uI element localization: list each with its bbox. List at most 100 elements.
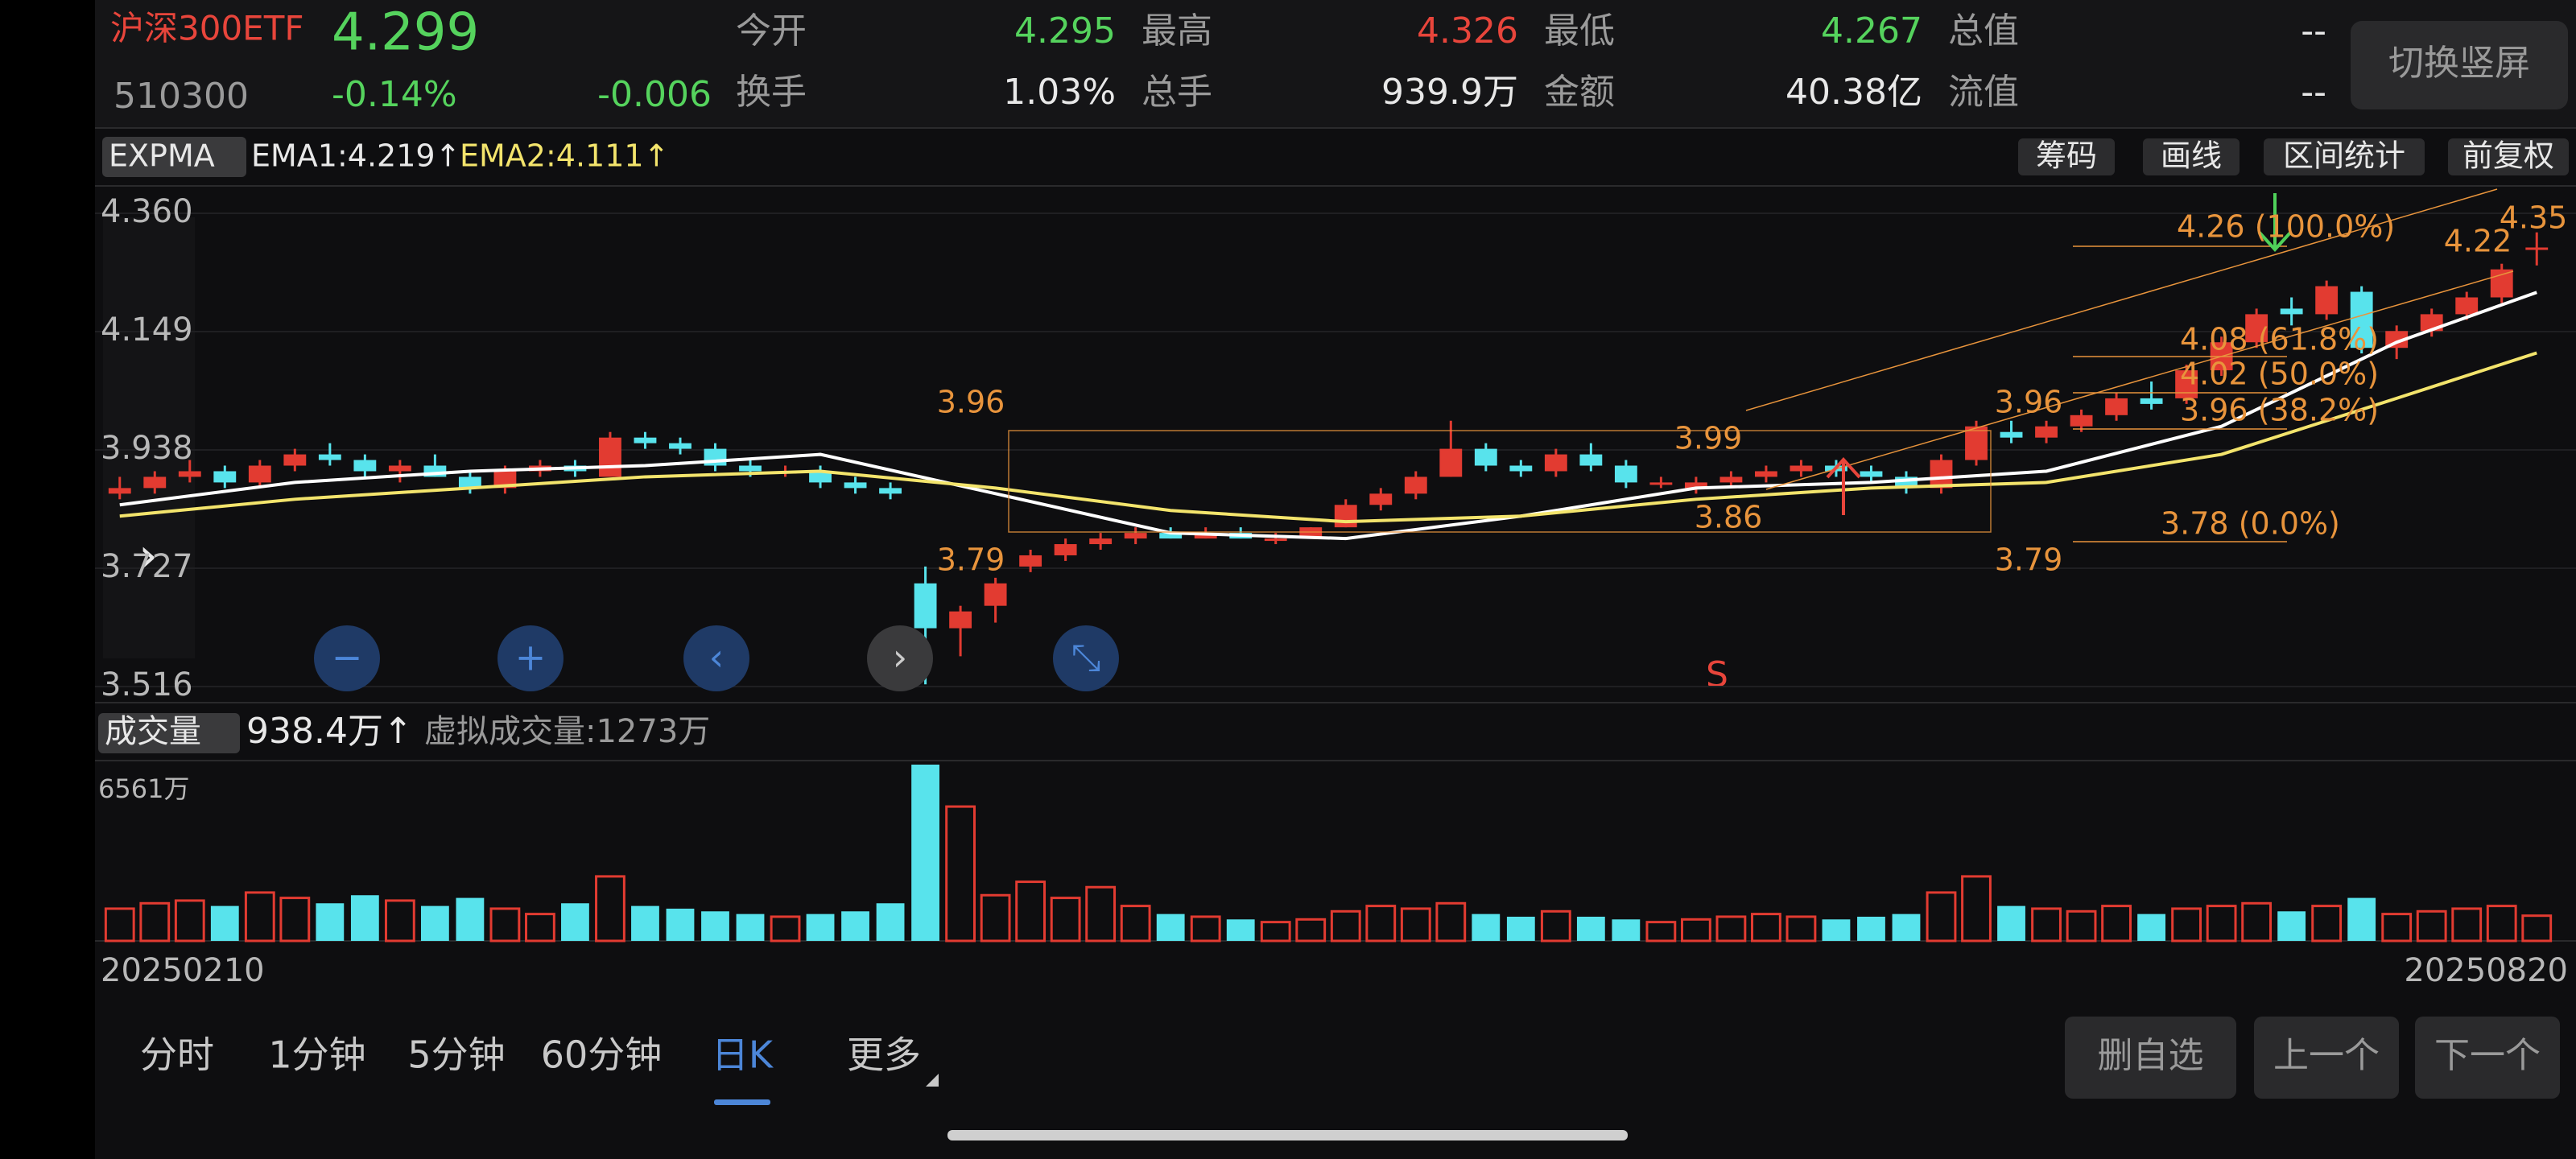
volume-bar — [1892, 914, 1921, 941]
candle-body — [2315, 286, 2339, 315]
candle-body — [2140, 398, 2163, 404]
stat-value: 4.326 — [1417, 10, 1518, 52]
tab[interactable]: 1分钟 — [268, 1033, 365, 1077]
volume-tick-label: 6561万 — [98, 773, 189, 804]
tool-button[interactable] — [2448, 138, 2569, 175]
tab[interactable]: 5分钟 — [407, 1033, 505, 1077]
volume-bar — [841, 911, 869, 941]
last-price: 4.299 — [332, 3, 479, 63]
nav-icon: › — [893, 636, 907, 679]
switch-button[interactable] — [2351, 21, 2568, 109]
volume-bar — [489, 907, 521, 942]
stat-label: 总手 — [1141, 72, 1212, 113]
stat-value: 4.267 — [1821, 10, 1922, 52]
candle-body — [178, 471, 201, 477]
volume-bar — [1085, 885, 1117, 942]
volume-bar — [1751, 913, 1781, 942]
volume-select[interactable] — [98, 713, 240, 753]
volume-bar — [595, 875, 625, 942]
volume-bar — [350, 895, 379, 941]
volume-bar — [2521, 914, 2553, 942]
volume-bar — [806, 914, 835, 941]
expand-arrow[interactable]: › — [138, 528, 158, 584]
annotation: 4.26 (100.0%) — [2177, 209, 2395, 245]
candle-body — [984, 583, 1007, 606]
volume-bar — [1612, 919, 1641, 941]
stock-code: 510300 — [114, 76, 249, 117]
volume-bar — [701, 911, 729, 941]
candle-body — [844, 482, 867, 489]
candle-body — [353, 460, 377, 472]
candle-body — [1159, 533, 1183, 539]
volume-bar — [2486, 905, 2517, 942]
annotation: 3.79 — [1995, 542, 2063, 578]
stat-label: 总值 — [1948, 10, 2019, 52]
volume-bar — [1400, 907, 1431, 942]
candle-body — [1439, 448, 1463, 477]
annotation: 4.08 (61.8%) — [2180, 322, 2379, 357]
action-button[interactable] — [2415, 1017, 2560, 1099]
candle-body — [2525, 247, 2549, 250]
volume-bar — [1472, 914, 1501, 941]
nav-button[interactable] — [867, 625, 933, 691]
volume-bar — [1997, 905, 2025, 941]
candle-body — [949, 611, 972, 629]
volume-bar — [456, 897, 485, 941]
volume-bar — [1680, 918, 1711, 942]
stat-value: 1.03% — [1003, 72, 1116, 113]
more-caret — [926, 1074, 939, 1087]
annotation: 3.86 — [1695, 500, 1763, 535]
candle-body — [1054, 544, 1077, 555]
nav-button[interactable] — [1053, 625, 1119, 691]
tool-button[interactable] — [2264, 138, 2425, 175]
stat-value: 4.295 — [1014, 10, 1116, 52]
candle-body — [1684, 482, 1707, 489]
volume-bar — [1785, 915, 1817, 942]
volume-bar — [1645, 921, 1677, 942]
tab[interactable]: 更多 — [847, 1033, 921, 1077]
tab[interactable]: 60分钟 — [541, 1033, 663, 1077]
candle-body — [879, 488, 902, 494]
volume-bar — [1435, 901, 1467, 942]
tool-button[interactable] — [2018, 138, 2115, 175]
indicator-select[interactable] — [102, 137, 246, 177]
tab[interactable]: 分时 — [140, 1033, 214, 1077]
candle-body — [1334, 505, 1357, 528]
volume-bar — [980, 893, 1011, 942]
candle-body — [1965, 426, 1988, 460]
nav-button[interactable] — [497, 625, 564, 691]
tab-underline — [714, 1099, 770, 1105]
candle-body — [2350, 291, 2373, 349]
action-button[interactable] — [2254, 1017, 2399, 1099]
candle-body — [1369, 493, 1393, 505]
tool-button-label: 区间统计 — [2283, 138, 2405, 174]
action-button[interactable] — [2065, 1017, 2236, 1099]
candle-body — [634, 437, 657, 443]
candle-body — [739, 465, 762, 472]
volume-current: 938.4万↑ — [246, 711, 413, 752]
y-tick-label: 4.360 — [101, 193, 193, 230]
tool-button-label: 前复权 — [2462, 138, 2554, 174]
candle-body — [1790, 465, 1813, 472]
volume-bar — [2066, 909, 2097, 942]
volume-bar — [1857, 916, 1885, 941]
candle-body — [2070, 415, 2093, 427]
candle-body — [914, 583, 937, 629]
volume-bar — [1156, 914, 1185, 941]
app-bg — [95, 0, 2576, 1159]
buy-arrow — [1826, 457, 1861, 515]
volume-bar — [104, 907, 135, 942]
tool-button[interactable] — [2143, 138, 2240, 175]
nav-button[interactable] — [314, 625, 380, 691]
nav-button[interactable] — [683, 625, 749, 691]
switch-label: 切换竖屏 — [2388, 43, 2530, 84]
channel-line — [1745, 188, 2498, 411]
candle-body — [248, 465, 271, 483]
stat-value: -- — [2301, 72, 2326, 113]
annotation: 4.02 (50.0%) — [2180, 357, 2379, 392]
tab[interactable]: 日K — [712, 1033, 774, 1077]
volume-bar — [2416, 909, 2447, 942]
y-tick-label: 3.516 — [101, 666, 193, 703]
y-tick-label: 3.727 — [101, 548, 193, 585]
tool-button-label: 画线 — [2161, 138, 2222, 174]
